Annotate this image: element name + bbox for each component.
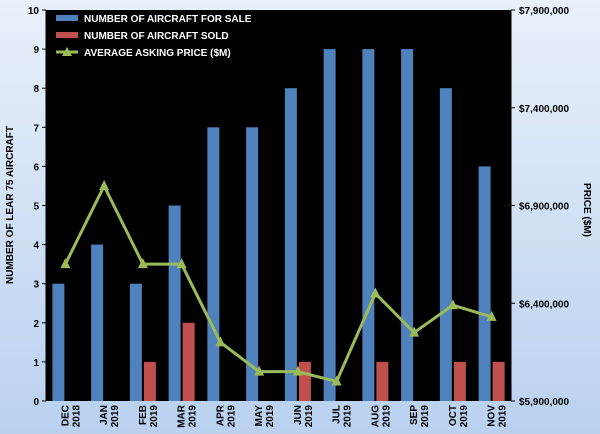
price-point [409, 326, 420, 337]
y-tick-label: 5 [33, 202, 39, 213]
bar-for-sale [129, 283, 142, 401]
y-tick-label: 9 [33, 45, 39, 56]
x-tick-year: 2019 [188, 405, 199, 428]
price-point [292, 365, 303, 376]
x-tick-year: 2019 [498, 405, 509, 428]
x-tick-label: MAR2019 [177, 404, 199, 428]
y-tick-label: 3 [33, 280, 39, 291]
x-tick-year: 2019 [304, 405, 315, 428]
x-tick-label: SEP2019 [409, 405, 431, 428]
bar-for-sale [168, 205, 181, 401]
x-tick-year: 2019 [459, 405, 470, 428]
x-tick-year: 2019 [420, 405, 431, 428]
price-point [137, 258, 148, 269]
legend-swatch-for-sale [56, 15, 78, 21]
legend-label: AVERAGE ASKING PRICE ($M) [84, 48, 231, 59]
bar-sold [298, 361, 311, 401]
y2-tick-label: $7,900,000 [519, 6, 569, 17]
x-tick-month: AUG [370, 405, 381, 427]
bar-for-sale [284, 88, 297, 401]
y-tick-label: 8 [33, 84, 39, 95]
y-tick-label: 7 [33, 123, 39, 134]
x-tick-month: JUL [332, 405, 343, 424]
y2-tick-label: $6,400,000 [519, 299, 569, 310]
price-point [447, 299, 458, 310]
price-point [331, 375, 342, 386]
y-tick-label: 10 [28, 6, 40, 17]
legend-swatch-price-marker [62, 47, 72, 56]
y2-tick-label: $6,900,000 [519, 202, 569, 213]
y2-axis-title: PRICE ($M) [581, 183, 592, 237]
bar-for-sale [91, 244, 104, 401]
x-tick-year: 2018 [71, 405, 82, 428]
x-tick-month: MAY [254, 405, 265, 427]
x-tick-label: JAN2019 [99, 405, 121, 428]
y2-tick-label: $5,900,000 [519, 397, 569, 408]
x-tick-year: 2019 [110, 405, 121, 428]
x-tick-year: 2019 [226, 405, 237, 428]
bar-for-sale [323, 49, 336, 401]
x-tick-label: FEB2019 [138, 405, 160, 428]
x-tick-month: NOV [487, 405, 498, 427]
y2-tick-label: $7,400,000 [519, 104, 569, 115]
bar-for-sale [401, 49, 414, 401]
bar-for-sale [207, 127, 220, 402]
x-tick-year: 2019 [343, 405, 354, 428]
y-tick-label: 4 [33, 241, 39, 252]
price-point [99, 179, 110, 190]
legend-label: NUMBER OF AIRCRAFT SOLD [84, 31, 229, 42]
price-point [176, 258, 187, 269]
bar-sold [182, 322, 195, 401]
x-tick-label: JUL2019 [332, 405, 354, 428]
x-tick-year: 2019 [149, 405, 160, 428]
x-tick-month: APR [215, 404, 226, 426]
price-point [254, 365, 265, 376]
x-tick-month: SEP [409, 405, 420, 425]
y-tick-label: 1 [33, 358, 39, 369]
x-tick-month: MAR [177, 404, 188, 428]
x-tick-month: JUN [293, 405, 304, 425]
y-axis-title: NUMBER OF LEAR 75 AIRCRAFT [5, 126, 16, 284]
plot-area [46, 10, 511, 401]
bar-for-sale [52, 283, 65, 401]
price-point [486, 310, 497, 321]
legend-label: NUMBER OF AIRCRAFT FOR SALE [84, 14, 252, 25]
x-tick-label: APR2019 [215, 404, 237, 427]
x-tick-month: DEC [60, 405, 71, 426]
bar-sold [492, 361, 505, 401]
legend-swatch-sold [56, 32, 78, 38]
bar-for-sale [362, 49, 375, 401]
y-tick-label: 2 [33, 319, 39, 330]
price-point [370, 287, 381, 298]
price-point [60, 258, 71, 269]
x-tick-label: AUG2019 [370, 405, 392, 428]
y-tick-label: 0 [33, 397, 39, 408]
x-tick-label: MAY2019 [254, 405, 276, 428]
x-tick-label: NOV2019 [487, 405, 509, 428]
bar-for-sale [246, 127, 259, 402]
bar-sold [453, 361, 466, 401]
x-tick-label: OCT2019 [448, 405, 470, 428]
x-tick-year: 2019 [381, 405, 392, 428]
x-tick-month: OCT [448, 405, 459, 426]
x-tick-month: FEB [138, 405, 149, 425]
bar-sold [376, 361, 389, 401]
bar-sold [143, 361, 156, 401]
x-tick-label: JUN2019 [293, 405, 315, 428]
x-tick-year: 2019 [265, 405, 276, 428]
price-line [64, 184, 493, 383]
bar-for-sale [478, 166, 491, 401]
x-tick-month: JAN [99, 405, 110, 425]
y-tick-label: 6 [33, 162, 39, 173]
x-tick-label: DEC2018 [60, 405, 82, 428]
price-point [215, 336, 226, 347]
bar-for-sale [439, 88, 452, 401]
